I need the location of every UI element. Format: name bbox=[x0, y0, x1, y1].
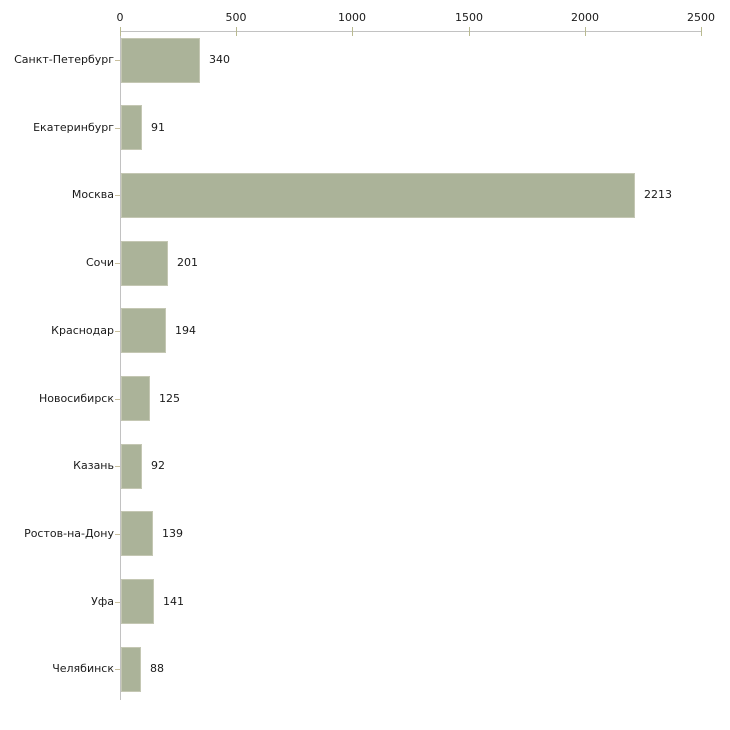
x-axis-tick bbox=[236, 27, 237, 36]
category-label: Краснодар bbox=[51, 324, 114, 337]
value-label: 201 bbox=[177, 256, 198, 269]
x-axis-tick-label: 2000 bbox=[571, 11, 599, 24]
x-axis-tick-label: 500 bbox=[225, 11, 247, 24]
bar bbox=[121, 376, 150, 421]
category-tick bbox=[115, 60, 120, 61]
x-axis-tick bbox=[120, 27, 121, 36]
bar bbox=[121, 444, 142, 489]
bar bbox=[121, 647, 141, 692]
category-label: Сочи bbox=[85, 256, 114, 269]
bar bbox=[121, 308, 166, 353]
bar bbox=[121, 579, 154, 624]
x-axis-tick bbox=[585, 27, 586, 36]
value-label: 92 bbox=[151, 459, 165, 472]
value-label: 2213 bbox=[644, 188, 672, 201]
category-label: Екатеринбург bbox=[33, 121, 114, 134]
value-label: 88 bbox=[150, 662, 164, 675]
value-label: 139 bbox=[162, 527, 183, 540]
value-label: 141 bbox=[163, 595, 184, 608]
x-axis-tick-label: 1500 bbox=[455, 11, 483, 24]
category-label: Ростов-на-Дону bbox=[24, 527, 114, 540]
category-label: Новосибирск bbox=[38, 392, 114, 405]
x-axis-tick-label: 0 bbox=[116, 11, 124, 24]
category-tick bbox=[115, 669, 120, 670]
category-label: Санкт-Петербург bbox=[14, 53, 114, 66]
bar bbox=[121, 173, 635, 218]
category-tick bbox=[115, 263, 120, 264]
x-axis-tick bbox=[352, 27, 353, 36]
category-label: Москва bbox=[71, 188, 114, 201]
value-label: 125 bbox=[159, 392, 180, 405]
value-label: 91 bbox=[151, 121, 165, 134]
category-tick bbox=[115, 331, 120, 332]
bar bbox=[121, 38, 200, 83]
bar bbox=[121, 105, 142, 150]
x-axis-tick-label: 2500 bbox=[687, 11, 715, 24]
category-tick bbox=[115, 399, 120, 400]
y-axis-line bbox=[120, 31, 121, 700]
x-axis-tick bbox=[469, 27, 470, 36]
value-label: 340 bbox=[209, 53, 230, 66]
category-label: Казань bbox=[73, 459, 114, 472]
category-label: Уфа bbox=[91, 595, 114, 608]
bar bbox=[121, 511, 153, 556]
category-tick bbox=[115, 195, 120, 196]
bar bbox=[121, 241, 168, 286]
category-tick bbox=[115, 128, 120, 129]
value-label: 194 bbox=[175, 324, 196, 337]
x-axis-line bbox=[120, 31, 702, 32]
x-axis-tick-label: 1000 bbox=[338, 11, 366, 24]
category-tick bbox=[115, 534, 120, 535]
category-tick bbox=[115, 602, 120, 603]
category-tick bbox=[115, 466, 120, 467]
category-label: Челябинск bbox=[52, 662, 114, 675]
x-axis-tick bbox=[701, 27, 702, 36]
